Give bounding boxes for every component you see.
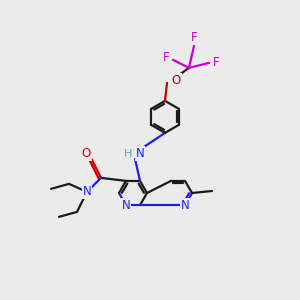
Text: N: N <box>122 199 130 212</box>
Text: N: N <box>82 185 91 198</box>
Text: O: O <box>81 147 91 161</box>
Text: N: N <box>136 147 144 161</box>
Text: O: O <box>171 74 181 87</box>
Text: F: F <box>191 32 197 44</box>
Text: H: H <box>124 149 132 159</box>
Text: F: F <box>163 51 169 64</box>
Text: N: N <box>181 199 189 212</box>
Text: F: F <box>213 56 219 69</box>
